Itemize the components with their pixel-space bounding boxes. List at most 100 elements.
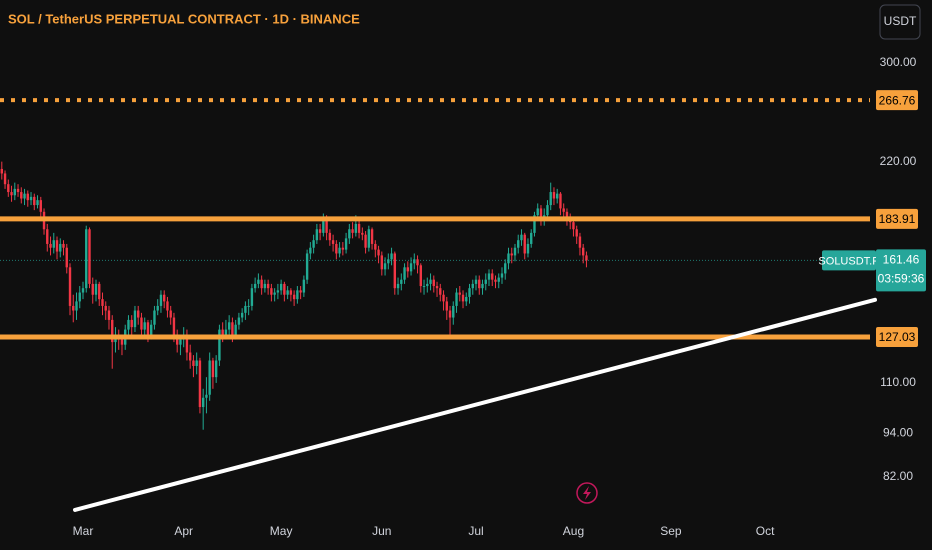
x-tick-label: Jun — [372, 524, 391, 538]
candle-body — [390, 253, 393, 260]
candle-body — [325, 216, 328, 233]
candle-body — [513, 247, 517, 256]
candle-body — [188, 352, 192, 361]
candle-body — [552, 192, 556, 199]
candle-body — [260, 279, 263, 289]
candle-body — [455, 292, 458, 306]
candle-body — [270, 288, 273, 295]
candle-body — [520, 234, 523, 241]
candle-body — [338, 247, 341, 254]
candle-body — [221, 329, 224, 335]
candle-body — [361, 232, 364, 235]
candle-body — [354, 223, 358, 233]
candle-body — [143, 322, 146, 330]
candle-body — [153, 310, 156, 325]
candle-body — [461, 294, 465, 302]
candle-body — [175, 334, 179, 345]
candle-body — [299, 290, 302, 293]
candle-body — [140, 317, 143, 330]
candle-body — [465, 296, 468, 302]
candle-body — [364, 234, 367, 248]
candle-body — [253, 283, 257, 289]
candle-body — [237, 317, 241, 325]
candle-body — [231, 322, 234, 335]
candle-body — [406, 267, 409, 272]
candle-body — [305, 253, 309, 280]
x-tick-label: Apr — [174, 524, 193, 538]
candle-body — [328, 232, 332, 241]
alert-icon[interactable] — [576, 482, 598, 504]
candle-body — [302, 279, 306, 293]
candle-body — [198, 360, 202, 408]
candle-body — [341, 247, 345, 250]
candle-body — [81, 288, 85, 293]
candle-body — [133, 310, 137, 328]
candle-body — [169, 310, 172, 318]
candle-body — [214, 360, 218, 378]
candle-body — [318, 229, 322, 233]
candle-body — [192, 360, 195, 366]
candle-body — [539, 208, 543, 221]
candle-body — [244, 305, 247, 313]
x-tick-label: Jul — [468, 524, 483, 538]
candle-body — [33, 196, 36, 206]
candle-body — [393, 253, 397, 289]
candle-body — [523, 234, 526, 254]
candle-body — [322, 216, 325, 233]
candle-body — [533, 215, 536, 233]
candle-body — [400, 279, 403, 284]
candle-body — [575, 229, 578, 237]
x-tick-label: Sep — [660, 524, 682, 538]
candle-body — [150, 324, 153, 335]
candle-body — [111, 319, 114, 343]
candle-body — [120, 339, 124, 345]
currency-button[interactable] — [879, 4, 921, 40]
candle-body — [572, 222, 575, 230]
candle-body — [536, 208, 539, 216]
candle-body — [367, 229, 371, 248]
candle-body — [491, 273, 494, 280]
candle-body — [10, 192, 13, 196]
candle-body — [55, 240, 59, 252]
candle-body — [517, 240, 520, 248]
candle-body — [429, 279, 432, 284]
candle-body — [257, 279, 260, 284]
candle-body — [52, 240, 55, 248]
candle-body — [409, 263, 413, 272]
level-price-label: 266.76 — [879, 93, 916, 107]
x-tick-label: Oct — [756, 524, 775, 538]
candle-body — [458, 292, 461, 295]
candle-body — [247, 305, 250, 307]
last-price-label: 161.46 — [883, 253, 920, 267]
candle-body — [107, 310, 111, 320]
candle-body — [312, 240, 315, 248]
candle-body — [250, 288, 254, 306]
candle-body — [75, 301, 78, 311]
candle-body — [127, 319, 130, 330]
candle-body — [211, 360, 215, 378]
candle-body — [218, 329, 221, 361]
candle-body — [283, 283, 286, 295]
candle-body — [263, 283, 267, 289]
candle-body — [208, 360, 211, 395]
candle-body — [578, 236, 582, 248]
candle-body — [416, 259, 419, 266]
candle-body — [104, 305, 107, 311]
candle-body — [526, 243, 530, 254]
currency-label[interactable]: USDT — [884, 14, 917, 28]
candle-body — [179, 339, 182, 345]
candle-body — [234, 324, 237, 335]
candle-body — [484, 279, 487, 284]
candle-body — [146, 322, 150, 335]
candle-body — [448, 310, 452, 318]
candle-body — [273, 292, 276, 295]
candle-body — [266, 283, 270, 289]
candle-body — [279, 283, 283, 291]
candle-body — [13, 188, 16, 196]
candle-body — [65, 247, 68, 268]
candle-body — [156, 305, 159, 311]
candle-body — [224, 329, 228, 335]
candle-body — [335, 243, 338, 254]
candle-body — [130, 319, 133, 328]
candle-body — [23, 193, 26, 199]
